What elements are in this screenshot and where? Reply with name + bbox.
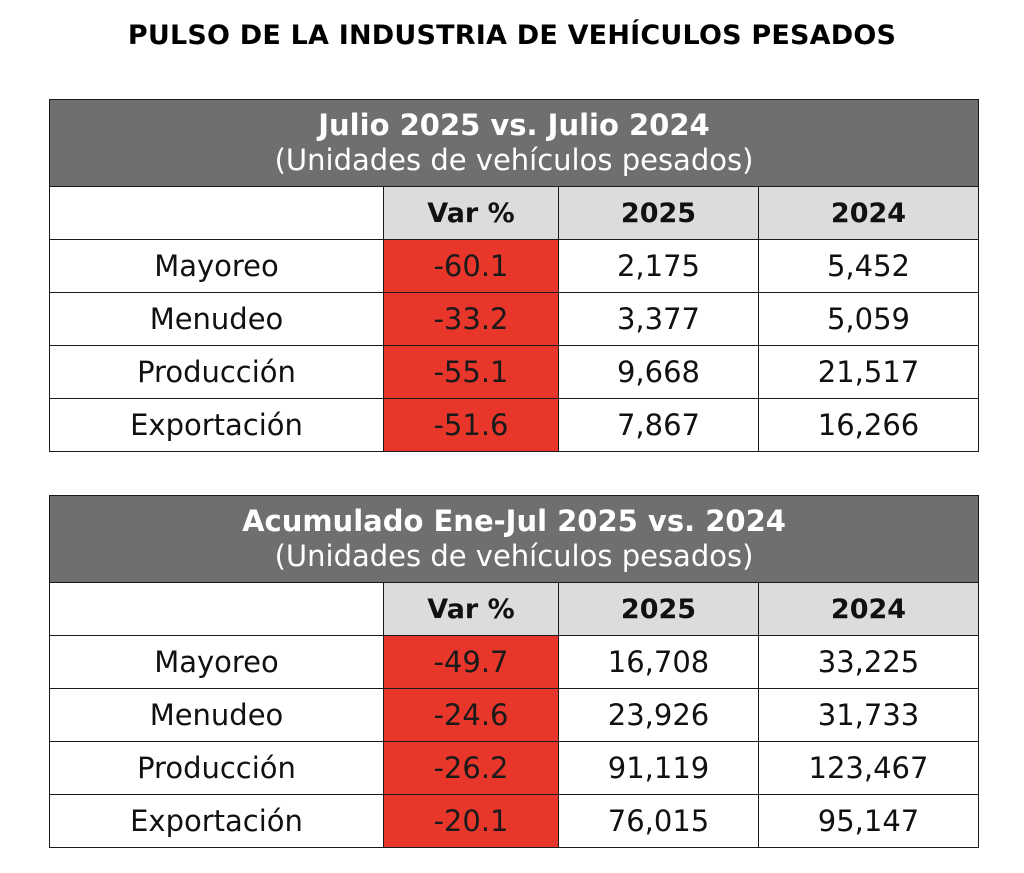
value-2025-cell: 2,175 — [558, 239, 759, 293]
value-2024-cell: 123,467 — [758, 741, 979, 795]
value-2024-cell: 33,225 — [758, 635, 979, 689]
row-label: Exportación — [49, 398, 384, 452]
value-2024-cell: 5,452 — [758, 239, 979, 293]
var-cell: -60.1 — [383, 239, 559, 293]
value-2025-cell: 16,708 — [558, 635, 759, 689]
table-subtitle: (Unidades de vehículos pesados) — [274, 539, 754, 573]
value-2024-cell: 21,517 — [758, 345, 979, 399]
var-cell: -26.2 — [383, 741, 559, 795]
row-label: Menudeo — [49, 292, 384, 346]
table-subtitle: (Unidades de vehículos pesados) — [274, 143, 754, 177]
table-header: Acumulado Ene-Jul 2025 vs. 2024 (Unidade… — [49, 495, 979, 583]
value-2025-cell: 76,015 — [558, 794, 759, 848]
column-header-2025: 2025 — [558, 582, 759, 636]
var-cell: -51.6 — [383, 398, 559, 452]
column-header-var: Var % — [383, 186, 559, 240]
table-row: Producción -55.1 9,668 21,517 — [49, 345, 979, 399]
var-cell: -49.7 — [383, 635, 559, 689]
var-cell: -33.2 — [383, 292, 559, 346]
table-row: Menudeo -33.2 3,377 5,059 — [49, 292, 979, 346]
column-header-blank — [49, 582, 384, 636]
column-header-var: Var % — [383, 582, 559, 636]
var-cell: -20.1 — [383, 794, 559, 848]
table-row: Exportación -20.1 76,015 95,147 — [49, 794, 979, 848]
value-2025-cell: 91,119 — [558, 741, 759, 795]
value-2024-cell: 95,147 — [758, 794, 979, 848]
value-2025-cell: 7,867 — [558, 398, 759, 452]
row-label: Mayoreo — [49, 239, 384, 293]
table-row: Mayoreo -49.7 16,708 33,225 — [49, 635, 979, 689]
value-2025-cell: 3,377 — [558, 292, 759, 346]
table-row: Producción -26.2 91,119 123,467 — [49, 741, 979, 795]
row-label: Producción — [49, 741, 384, 795]
value-2024-cell: 5,059 — [758, 292, 979, 346]
page-title: PULSO DE LA INDUSTRIA DE VEHÍCULOS PESAD… — [127, 20, 897, 51]
table-title: Julio 2025 vs. Julio 2024 — [318, 108, 710, 143]
column-header-blank — [49, 186, 384, 240]
row-label: Menudeo — [49, 688, 384, 742]
value-2024-cell: 31,733 — [758, 688, 979, 742]
table-row: Mayoreo -60.1 2,175 5,452 — [49, 239, 979, 293]
column-header-2024: 2024 — [758, 582, 979, 636]
column-header-row: Var % 2025 2024 — [49, 582, 979, 636]
table-title: Acumulado Ene-Jul 2025 vs. 2024 — [242, 504, 786, 539]
table-row: Exportación -51.6 7,867 16,266 — [49, 398, 979, 452]
table-header: Julio 2025 vs. Julio 2024 (Unidades de v… — [49, 99, 979, 187]
value-2025-cell: 23,926 — [558, 688, 759, 742]
column-header-2025: 2025 — [558, 186, 759, 240]
row-label: Producción — [49, 345, 384, 399]
column-header-2024: 2024 — [758, 186, 979, 240]
monthly-comparison-table: Julio 2025 vs. Julio 2024 (Unidades de v… — [49, 99, 979, 452]
var-cell: -24.6 — [383, 688, 559, 742]
var-cell: -55.1 — [383, 345, 559, 399]
cumulative-comparison-table: Acumulado Ene-Jul 2025 vs. 2024 (Unidade… — [49, 495, 979, 848]
row-label: Exportación — [49, 794, 384, 848]
table-row: Menudeo -24.6 23,926 31,733 — [49, 688, 979, 742]
column-header-row: Var % 2025 2024 — [49, 186, 979, 240]
row-label: Mayoreo — [49, 635, 384, 689]
value-2024-cell: 16,266 — [758, 398, 979, 452]
value-2025-cell: 9,668 — [558, 345, 759, 399]
